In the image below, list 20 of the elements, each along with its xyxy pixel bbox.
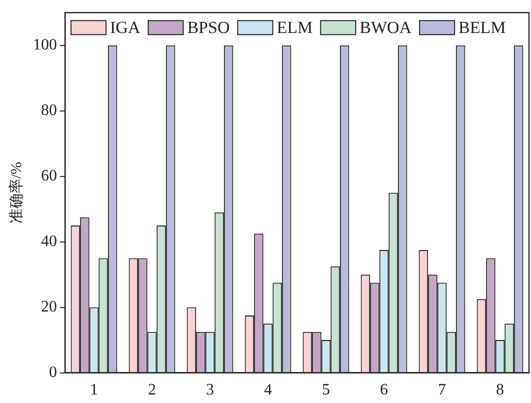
- y-tick-label: 80: [41, 102, 57, 120]
- x-tick-label: 6: [380, 382, 388, 399]
- x-tick-label: 7: [438, 382, 446, 399]
- y-tick-label: 60: [41, 168, 57, 185]
- legend-label: BELM: [458, 18, 506, 38]
- legend-label: BWOA: [360, 18, 412, 38]
- legend-label: BPSO: [187, 18, 230, 38]
- x-tick-label: 8: [496, 382, 504, 399]
- x-tick-label: 4: [264, 382, 272, 399]
- legend-label: IGA: [110, 18, 141, 38]
- x-tick-label: 2: [148, 382, 156, 399]
- legend-label: ELM: [276, 18, 313, 38]
- x-tick-label: 5: [322, 382, 330, 399]
- y-tick-label: 0: [49, 364, 57, 382]
- x-tick-label: 3: [206, 382, 214, 399]
- x-tick-label: 1: [90, 382, 98, 399]
- y-tick-label: 100: [33, 36, 57, 54]
- y-tick-label: 40: [41, 233, 57, 250]
- y-tick-label: 20: [41, 298, 57, 316]
- y-axis-title: 准确率/%: [8, 162, 25, 224]
